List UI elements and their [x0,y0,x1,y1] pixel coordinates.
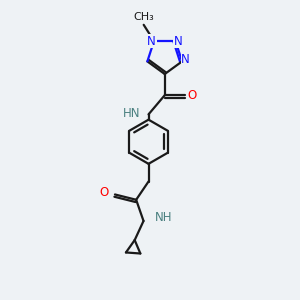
Text: O: O [187,89,196,102]
Text: CH₃: CH₃ [133,12,154,22]
Text: HN: HN [123,107,140,120]
Text: O: O [99,187,109,200]
Text: N: N [173,34,182,47]
Text: N: N [181,53,190,66]
Text: N: N [147,34,156,47]
Text: NH: NH [155,211,172,224]
